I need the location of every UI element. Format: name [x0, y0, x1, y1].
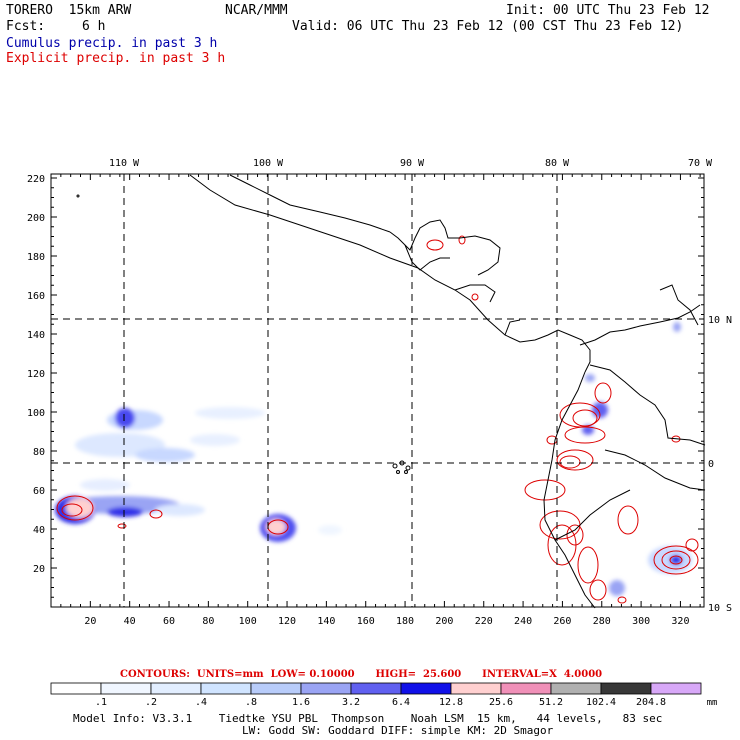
legend-value-label: 25.6	[489, 697, 513, 708]
color-legend-labels: .1 .2 .4 .8 1.6 3.2 6.4 12.8 25.6 51.2 102.4 204.8	[95, 697, 666, 708]
y-tick-label: 120	[27, 369, 45, 380]
x-tick-label: 60	[163, 616, 175, 627]
legend-value-label: 3.2	[342, 697, 360, 708]
y-tick-label: 140	[27, 330, 45, 341]
legend-value-label: 6.4	[392, 697, 410, 708]
init-time: Init: 00 UTC Thu 23 Feb 12	[506, 3, 710, 18]
valid-time: Valid: 06 UTC Thu 23 Feb 12 (00 CST Thu …	[292, 19, 684, 34]
legend-swatch	[400, 682, 452, 695]
legend-swatch	[300, 682, 352, 695]
legend-value-label: 51.2	[539, 697, 563, 708]
x-tick-label: 280	[593, 616, 611, 627]
y-tick-label: 20	[33, 564, 45, 575]
x-tick-labels: 20 40 60 80 100 120 140 160 180 200 220 240 260 280 30…	[84, 616, 689, 627]
legend-swatch	[450, 682, 502, 695]
cumulus-precip-shading	[55, 322, 692, 596]
x-tick-label: 200	[435, 616, 453, 627]
lat-label-10n: 10 N	[708, 315, 732, 326]
tick-marks	[50, 174, 704, 608]
legend-value-label: 1.6	[292, 697, 310, 708]
forecast-label: Fcst:	[6, 19, 46, 34]
x-tick-label: 180	[396, 616, 414, 627]
x-tick-label: 100	[239, 616, 257, 627]
model-info-line-1: Model Info: V3.3.1 Tiedtke YSU PBL Thomp…	[73, 712, 663, 725]
model-info-line-2: LW: Godd SW: Goddard DIFF: simple KM: 2D…	[242, 724, 554, 737]
y-tick-label: 220	[27, 174, 45, 185]
legend-swatch	[250, 682, 302, 695]
x-tick-label: 20	[84, 616, 96, 627]
legend-value-label: 204.8	[636, 697, 666, 708]
legend-swatch	[500, 682, 552, 695]
legend-value-label: 102.4	[586, 697, 616, 708]
lat-label-0: 0	[708, 459, 714, 470]
lon-label-90w: 90 W	[400, 158, 425, 169]
legend-value-label: 12.8	[439, 697, 463, 708]
y-tick-label: 200	[27, 213, 45, 224]
lon-label-70w: 70 W	[688, 158, 713, 169]
legend-value-label: .2	[145, 697, 157, 708]
legend-value-label: .8	[245, 697, 257, 708]
legend-value-label: .4	[195, 697, 207, 708]
y-tick-labels: 20 40 60 80 100 120 140 160 180 200 220	[27, 174, 45, 575]
legend-swatch	[350, 682, 402, 695]
model-title: TORERO 15km ARW	[6, 3, 132, 18]
org-label: NCAR/MMM	[225, 3, 288, 18]
y-tick-label: 180	[27, 252, 45, 263]
lat-label-10s: 10 S	[708, 603, 732, 614]
x-tick-label: 120	[278, 616, 296, 627]
y-tick-label: 40	[33, 525, 45, 536]
x-tick-label: 320	[671, 616, 689, 627]
explicit-precip-contours	[56, 235, 699, 604]
y-tick-label: 60	[33, 486, 45, 497]
lon-label-110w: 110 W	[109, 158, 140, 169]
y-tick-label: 80	[33, 447, 45, 458]
legend-swatch	[50, 682, 102, 695]
x-tick-label: 240	[514, 616, 532, 627]
forecast-value: 6 h	[82, 19, 106, 34]
x-tick-label: 40	[124, 616, 136, 627]
color-legend-bar	[50, 682, 702, 695]
lon-label-100w: 100 W	[253, 158, 284, 169]
legend-swatch	[600, 682, 652, 695]
legend-swatch	[150, 682, 202, 695]
x-tick-label: 220	[475, 616, 493, 627]
legend-unit: mm	[707, 698, 718, 708]
y-tick-label: 160	[27, 291, 45, 302]
coastlines	[76, 174, 706, 609]
lon-label-80w: 80 W	[545, 158, 570, 169]
contours-info: CONTOURS: UNITS=mm LOW= 0.10000 HIGH= 25…	[120, 669, 602, 680]
legend-swatch	[550, 682, 602, 695]
x-tick-label: 260	[553, 616, 571, 627]
cumulus-legend-label: Cumulus precip. in past 3 h	[6, 36, 218, 51]
legend-swatch	[100, 682, 152, 695]
legend-swatch	[200, 682, 252, 695]
x-tick-label: 160	[357, 616, 375, 627]
legend-swatch	[650, 682, 702, 695]
legend-value-label: .1	[95, 697, 107, 708]
x-tick-label: 80	[202, 616, 214, 627]
x-tick-label: 300	[632, 616, 650, 627]
plot-frame	[50, 173, 705, 608]
lat-lon-grid	[51, 174, 704, 607]
y-tick-label: 100	[27, 408, 45, 419]
explicit-legend-label: Explicit precip. in past 3 h	[6, 51, 226, 66]
x-tick-label: 140	[317, 616, 335, 627]
